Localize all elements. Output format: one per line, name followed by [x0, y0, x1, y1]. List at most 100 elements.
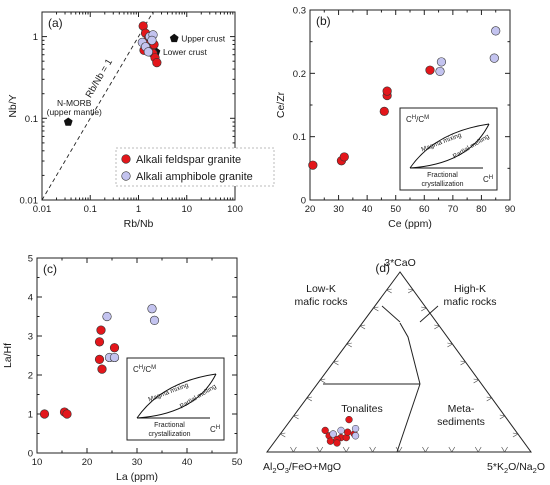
- y-tick-label: 0.1: [25, 114, 38, 125]
- inset-bottom-sup: H: [489, 175, 493, 181]
- amphibole-granite-point: [491, 26, 501, 36]
- feldspar-granite-point: [382, 86, 392, 96]
- x-tick-label: 100: [227, 204, 243, 215]
- x-tick-label: 50: [232, 457, 243, 468]
- field-boundary-mafic: [399, 322, 421, 385]
- apex-right-part: 2: [504, 466, 508, 475]
- x-tick-label: 20: [305, 204, 316, 215]
- y-tick-label: 0.01: [20, 196, 39, 207]
- amphibole-granite-point: [337, 426, 345, 435]
- low-k-label-line1: Low-K: [306, 283, 336, 295]
- ternary-tick-right: [460, 360, 467, 366]
- ternary-tick-right: [499, 414, 506, 420]
- apex-left-label: Al2O3/FeO+MgO: [263, 461, 341, 475]
- feldspar-granite-point: [339, 152, 349, 162]
- ternary-tick-bottom: [316, 446, 324, 453]
- x-tick-label: 30: [333, 204, 344, 215]
- ternary-tick-bottom: [395, 446, 403, 453]
- feldspar-granite-point: [321, 426, 329, 435]
- legend-box: [115, 147, 275, 187]
- ternary-tick-bottom: [448, 446, 456, 453]
- feldspar-granite-point: [343, 428, 352, 436]
- feldspar-granite-point: [62, 409, 72, 419]
- ternary-tick-bottom: [290, 446, 297, 453]
- high-k-leader-line: [419, 305, 439, 323]
- y-tick-label: 2: [28, 371, 33, 382]
- x-tick-label: 40: [182, 457, 193, 468]
- inset-top-c: C: [406, 115, 412, 124]
- feldspar-granite-point: [326, 437, 335, 445]
- amphibole-granite-point: [147, 304, 157, 314]
- inset-bottom-c: C: [483, 175, 489, 184]
- inset-bottom-label: CH: [483, 175, 493, 184]
- feldspar-granite-point: [97, 364, 107, 374]
- feldspar-granite-point: [345, 415, 353, 424]
- inset-top-label: CH/CM: [406, 115, 429, 124]
- inset-top-sup2: M: [151, 365, 156, 371]
- inset-bottom-c: C: [210, 425, 216, 434]
- ternary-tick-left: [359, 324, 366, 330]
- feldspar-granite-point: [94, 354, 105, 365]
- ternary-tick-left: [372, 306, 379, 312]
- lower-crust-label: Lower crust: [163, 47, 208, 57]
- x-tick-label: 60: [419, 204, 430, 215]
- amphibole-granite-point: [351, 432, 360, 440]
- magma-mixing-curve: [136, 373, 217, 419]
- x-tick-label: 10: [181, 204, 192, 215]
- amphibole-granite-point: [489, 53, 499, 63]
- x-tick-label: 50: [390, 204, 401, 215]
- apex-left-part: Al: [263, 461, 272, 473]
- apex-top-label: 3*CaO: [384, 257, 416, 269]
- amphibole-granite-point: [143, 47, 153, 57]
- high-k-label-line2: mafic rocks: [443, 296, 496, 308]
- x-tick-label: 10: [32, 457, 43, 468]
- upper-crust-marker: [169, 33, 179, 43]
- apex-right-part: O: [537, 461, 545, 473]
- ternary-tick-left: [292, 414, 299, 420]
- inset-top-label: CH/CM: [133, 365, 156, 374]
- panel-label: (a): [48, 16, 63, 30]
- field-boundary-tonalite-right: [396, 383, 421, 453]
- feldspar-granite-point: [109, 343, 120, 353]
- feldspar-granite-point: [308, 160, 318, 170]
- tonalites-label: Tonalites: [341, 403, 382, 415]
- ternary-tick-right: [434, 324, 441, 330]
- feldspar-granite-point: [425, 65, 435, 75]
- x-axis-label: La (ppm): [116, 471, 158, 483]
- inset-top-sup: H: [412, 115, 416, 121]
- apex-right-part: 5*K: [487, 461, 504, 473]
- legend-feldspar-marker: [121, 154, 131, 164]
- x-tick-label: 20: [82, 457, 93, 468]
- amphibole-granite-point: [351, 424, 360, 433]
- feldspar-granite-point: [333, 439, 341, 447]
- y-tick-label: 0.2: [293, 69, 306, 80]
- feldspar-granite-point: [39, 409, 50, 419]
- rb-nb-unity-line: [41, 11, 154, 201]
- panel-label: (d): [375, 261, 390, 275]
- y-tick-label: 4: [28, 293, 33, 304]
- apex-right-label: 5*K2O/Na2O: [487, 461, 545, 475]
- inset-top-sup: H: [139, 365, 143, 371]
- y-tick-label: 0: [301, 196, 306, 207]
- legend-amphibole-marker: [121, 171, 131, 181]
- apex-right-part: O/Na: [508, 461, 533, 473]
- ternary-tick-right: [407, 288, 414, 294]
- panel-b-chart: 20 30 40 50 60 70 80 90 0 0.1 0.2 0.3 Ce (ppm) Ce/Zr (…: [275, 6, 515, 231]
- high-k-label-line1: High-K: [454, 283, 486, 295]
- apex-left-part: /FeO+MgO: [289, 461, 341, 473]
- apex-right-part: 2: [533, 466, 537, 475]
- x-axis-label: Ce (ppm): [388, 218, 432, 230]
- meta-label-line1: Meta-: [448, 403, 475, 415]
- ternary-tick-bottom: [474, 446, 482, 453]
- upper-crust-label: Upper crust: [181, 33, 226, 43]
- ternary-tick-right: [421, 306, 428, 312]
- y-tick-label: 0.1: [293, 132, 306, 143]
- amphibole-granite-point: [147, 35, 157, 45]
- ternary-tick-left: [345, 342, 352, 348]
- ternary-tick-right: [447, 342, 454, 348]
